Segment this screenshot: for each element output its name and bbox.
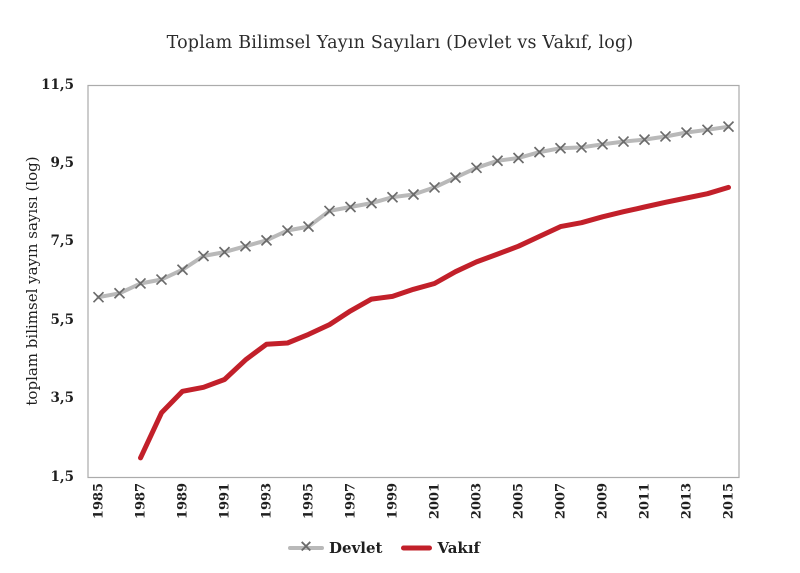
legend-label-devlet: Devlet [329,539,383,557]
legend: × Devlet Vakıf [0,537,784,559]
chart-title: Toplam Bilimsel Yayın Sayıları (Devlet v… [166,33,634,53]
y-axis-tick-label: 11,5 [41,76,74,93]
series-line-devlet [96,124,731,300]
y-axis-tick-label: 1,5 [50,468,75,485]
y-axis-tick-label: 5,5 [50,311,75,328]
legend-swatch-devlet: × [288,536,325,557]
legend-swatch-vakif [401,539,433,557]
legend-devlet-line-swatch [288,546,325,550]
y-axis-tick-label: 7,5 [50,233,75,250]
legend-label-vakif: Vakıf [437,539,480,557]
series-line-vakif [138,184,731,461]
y-axis-tick-label: 9,5 [50,154,75,171]
series-x-markers-devlet [92,121,735,303]
legend-devlet-x-marker-icon: × [298,536,314,557]
y-axis-tick-label: 3,5 [50,390,75,407]
plot-border [87,84,740,479]
legend-vakif-line-swatch [401,545,433,551]
